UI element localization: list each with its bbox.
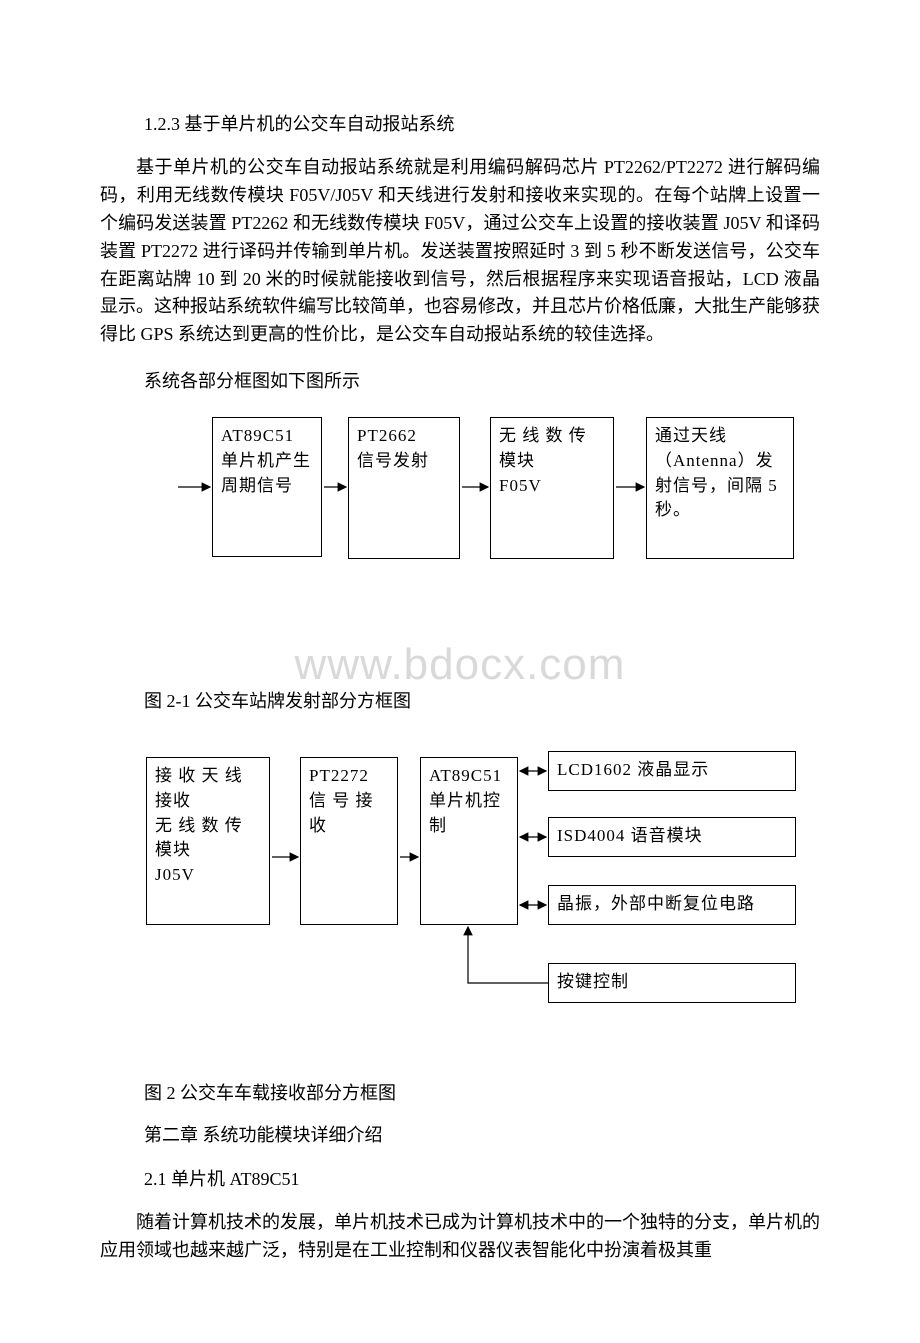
paragraph-1: 基于单片机的公交车自动报站系统就是利用编码解码芯片 PT2262/PT2272 … (100, 154, 820, 349)
rx-rf: 接 收 天 线 接收 无 线 数 传 模块 J05V (146, 757, 270, 925)
rx-isd: ISD4004 语音模块 (548, 817, 796, 857)
tx-mcu: AT89C51 单片机产生周期信号 (212, 417, 322, 557)
diagram-rx: 接 收 天 线 接收 无 线 数 传 模块 J05V PT2272 信 号 接收A… (100, 751, 820, 1041)
chapter-2-title: 第二章 系统功能模块详细介绍 (144, 1121, 820, 1147)
diagram-tx: AT89C51 单片机产生周期信号PT2662 信号发射无 线 数 传 模块 F… (100, 407, 820, 607)
tx-encoder: PT2662 信号发射 (348, 417, 460, 559)
page: 1.2.3 基于单片机的公交车自动报站系统 基于单片机的公交车自动报站系统就是利… (0, 0, 920, 1343)
frame-intro: 系统各部分框图如下图所示 (144, 367, 820, 393)
section-2-1-title: 2.1 单片机 AT89C51 (144, 1165, 820, 1191)
paragraph-2: 随着计算机技术的发展，单片机技术已成为计算机技术中的一个独特的分支，单片机的应用… (100, 1209, 820, 1265)
rx-lcd: LCD1602 液晶显示 (548, 751, 796, 791)
rx-decoder: PT2272 信 号 接收 (300, 757, 398, 925)
rx-mcu: AT89C51单片机控制 (420, 757, 518, 925)
rx-keys: 按键控制 (548, 963, 796, 1003)
caption-2: 图 2 公交车车载接收部分方框图 (144, 1079, 820, 1105)
rx-osc: 晶振，外部中断复位电路 (548, 885, 796, 925)
section-1-2-3-title: 1.2.3 基于单片机的公交车自动报站系统 (144, 110, 820, 136)
caption-1: 图 2-1 公交车站牌发射部分方框图 (144, 687, 820, 713)
tx-antenna: 通过天线 （Antenna）发射信号，间隔 5 秒。 (646, 417, 794, 559)
tx-rf: 无 线 数 传 模块 F05V (490, 417, 614, 559)
